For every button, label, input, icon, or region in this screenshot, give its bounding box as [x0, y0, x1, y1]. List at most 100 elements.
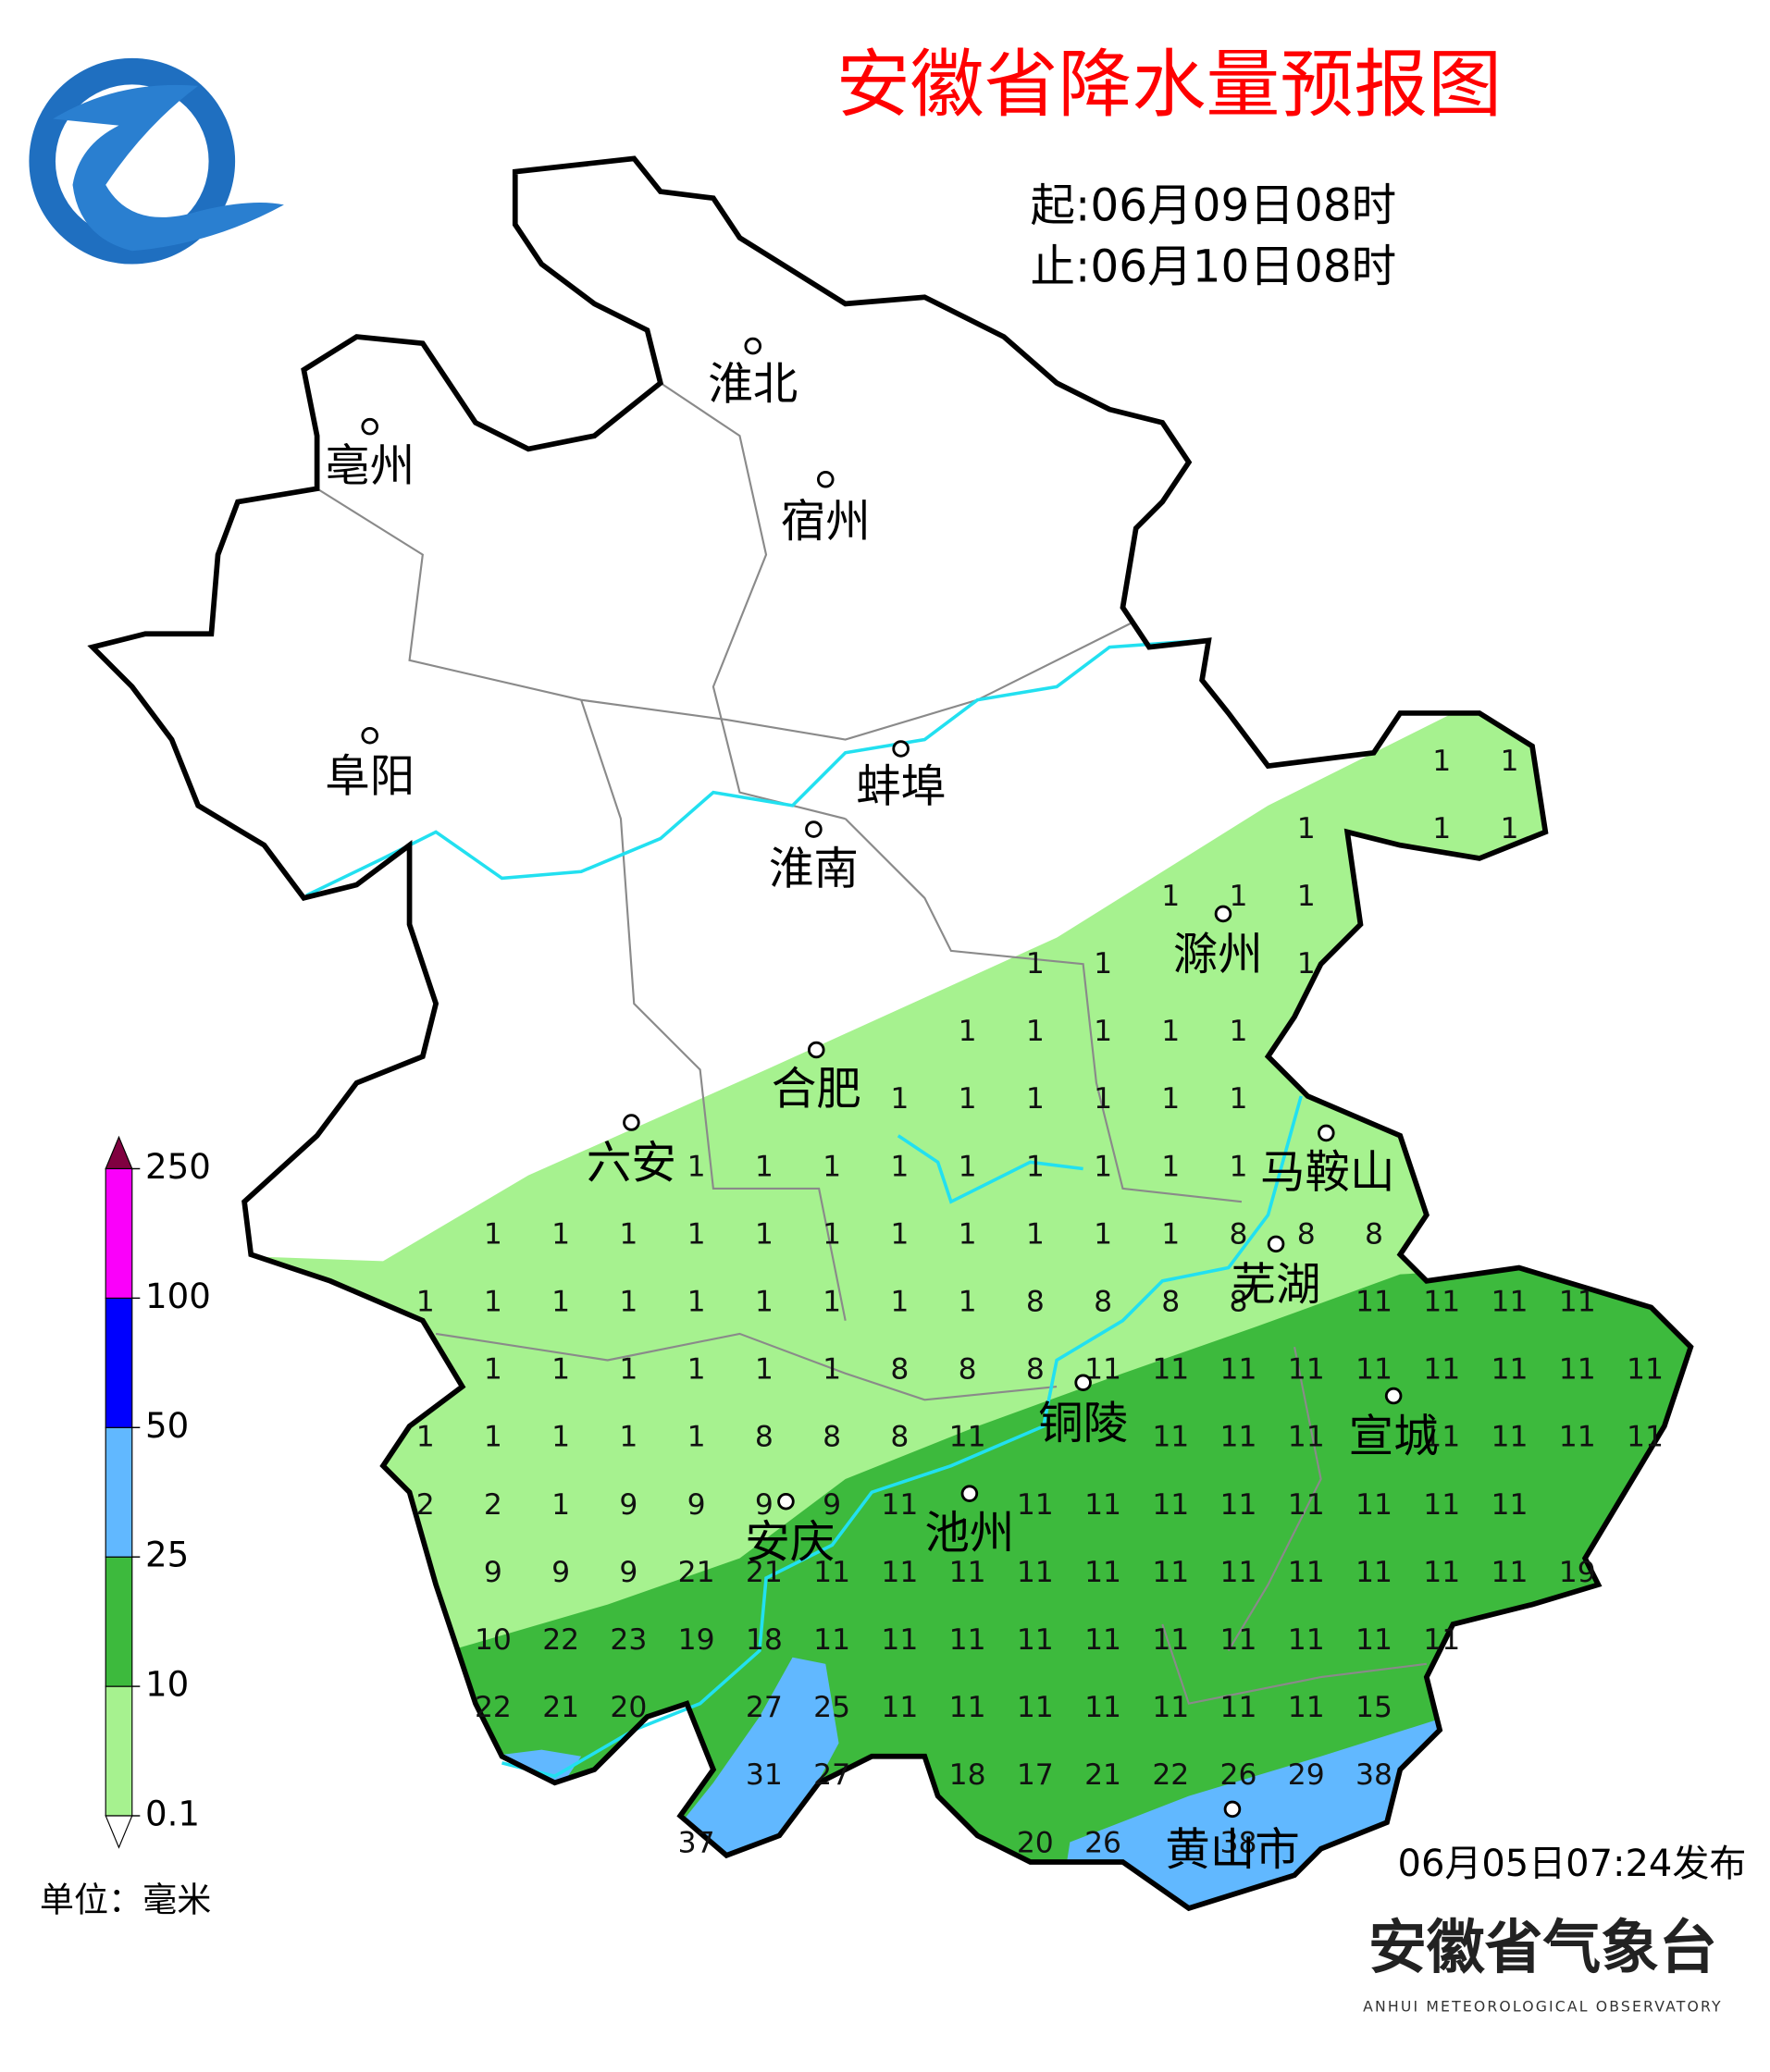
station-value: 11 [1220, 1623, 1257, 1657]
legend-tick-label: 0.1 [145, 1794, 200, 1834]
station-value: 11 [1559, 1286, 1596, 1319]
station-value: 11 [1288, 1353, 1325, 1387]
station-value: 31 [746, 1758, 783, 1792]
rivers [305, 638, 1303, 1779]
legend: 0.1 10 25 50 100 250 [105, 1135, 211, 1849]
station-value: 11 [1152, 1421, 1189, 1454]
station-value: 11 [1491, 1556, 1528, 1589]
city-dot [807, 1041, 825, 1059]
station-value: 1 [551, 1353, 570, 1387]
station-value: 1 [619, 1286, 637, 1319]
station-value: 11 [1288, 1623, 1325, 1657]
station-value: 21 [542, 1691, 579, 1724]
legend-tick-label: 50 [145, 1406, 189, 1446]
station-value: 11 [1220, 1556, 1257, 1589]
station-value: 1 [959, 1150, 977, 1183]
station-value: 15 [1355, 1691, 1392, 1724]
station-value: 1 [1161, 1015, 1180, 1048]
station-value: 11 [1288, 1556, 1325, 1589]
station-value: 8 [1230, 1217, 1248, 1251]
legend-tick-label: 100 [145, 1276, 211, 1316]
city-label: 淮南 [769, 843, 859, 894]
city-label: 芜湖 [1232, 1259, 1321, 1311]
station-value: 1 [1026, 1082, 1045, 1116]
station-value: 21 [678, 1556, 715, 1589]
station-value: 1 [959, 1015, 977, 1048]
station-value: 1 [823, 1353, 841, 1387]
city-label: 六安 [587, 1138, 676, 1190]
station-value: 19 [1559, 1556, 1596, 1589]
station-value: 1 [484, 1286, 502, 1319]
agency-english: ANHUI METEOROLOGICAL OBSERVATORY [1363, 1998, 1723, 2016]
legend-tick-label: 10 [145, 1665, 189, 1705]
start-time: 起:06月09日08时 [1031, 180, 1397, 232]
district-border [1161, 1623, 1427, 1705]
station-value: 38 [1355, 1758, 1392, 1792]
station-value: 1 [1500, 745, 1518, 778]
station-value: 11 [1017, 1623, 1054, 1657]
city-dot [805, 820, 823, 838]
station-value: 11 [1423, 1421, 1460, 1454]
station-value: 11 [1627, 1353, 1664, 1387]
station-value: 1 [755, 1353, 774, 1387]
station-value: 37 [678, 1826, 715, 1859]
city-dot [1267, 1235, 1285, 1253]
district-border [660, 382, 846, 820]
station-value: 8 [890, 1353, 909, 1387]
station-value: 1 [1297, 812, 1316, 845]
district-border [316, 487, 1137, 741]
river [501, 1095, 1303, 1779]
city-dot [892, 740, 910, 758]
station-value: 9 [551, 1556, 570, 1589]
city-dot [744, 337, 762, 355]
legend-under [105, 1815, 133, 1849]
map-title: 安徽省降水量预报图 [836, 42, 1502, 128]
city-label: 淮北 [708, 358, 798, 410]
city-label: 滁州 [1173, 929, 1263, 980]
station-value: 11 [1491, 1353, 1528, 1387]
city-dot [1074, 1374, 1092, 1392]
river [305, 638, 1203, 897]
station-value: 1 [687, 1353, 706, 1387]
city-dot [623, 1114, 640, 1131]
station-value: 11 [1220, 1488, 1257, 1522]
station-value: 11 [1017, 1691, 1054, 1724]
station-value: 11 [1084, 1556, 1121, 1589]
station-value: 1 [1230, 1082, 1248, 1116]
station-value: 1 [551, 1488, 570, 1522]
station-value: 11 [1355, 1488, 1392, 1522]
station-value: 11 [1220, 1353, 1257, 1387]
station-value: 11 [1017, 1556, 1054, 1589]
district-border [844, 818, 1243, 1203]
city-dot [1223, 1800, 1242, 1819]
station-value: 10 [475, 1623, 512, 1657]
station-value: 1 [1094, 947, 1112, 980]
city-label: 池州 [924, 1507, 1014, 1559]
district-borders [316, 382, 1427, 1705]
station-value: 11 [1220, 1691, 1257, 1724]
station-value: 1 [484, 1353, 502, 1387]
station-value: 1 [1161, 880, 1180, 913]
station-value: 1 [755, 1150, 774, 1183]
legend-tick-label: 25 [145, 1536, 189, 1575]
station-value: 1 [959, 1082, 977, 1116]
station-value: 11 [1627, 1421, 1664, 1454]
station-value: 1 [1026, 1217, 1045, 1251]
station-value: 25 [813, 1691, 850, 1724]
station-value: 1 [755, 1286, 774, 1319]
station-value: 1 [1297, 947, 1316, 980]
station-value: 22 [542, 1623, 579, 1657]
station-value: 1 [959, 1217, 977, 1251]
station-value: 18 [746, 1623, 783, 1657]
station-value: 11 [1559, 1421, 1596, 1454]
station-value: 1 [687, 1286, 706, 1319]
station-value: 11 [1152, 1353, 1189, 1387]
station-value: 17 [1017, 1758, 1054, 1792]
city-label: 铜陵 [1038, 1398, 1128, 1449]
station-value: 1 [551, 1286, 570, 1319]
unit-label: 单位：毫米 [40, 1880, 212, 1919]
station-value: 11 [949, 1691, 986, 1724]
station-value: 11 [949, 1421, 986, 1454]
station-value: 9 [619, 1556, 637, 1589]
